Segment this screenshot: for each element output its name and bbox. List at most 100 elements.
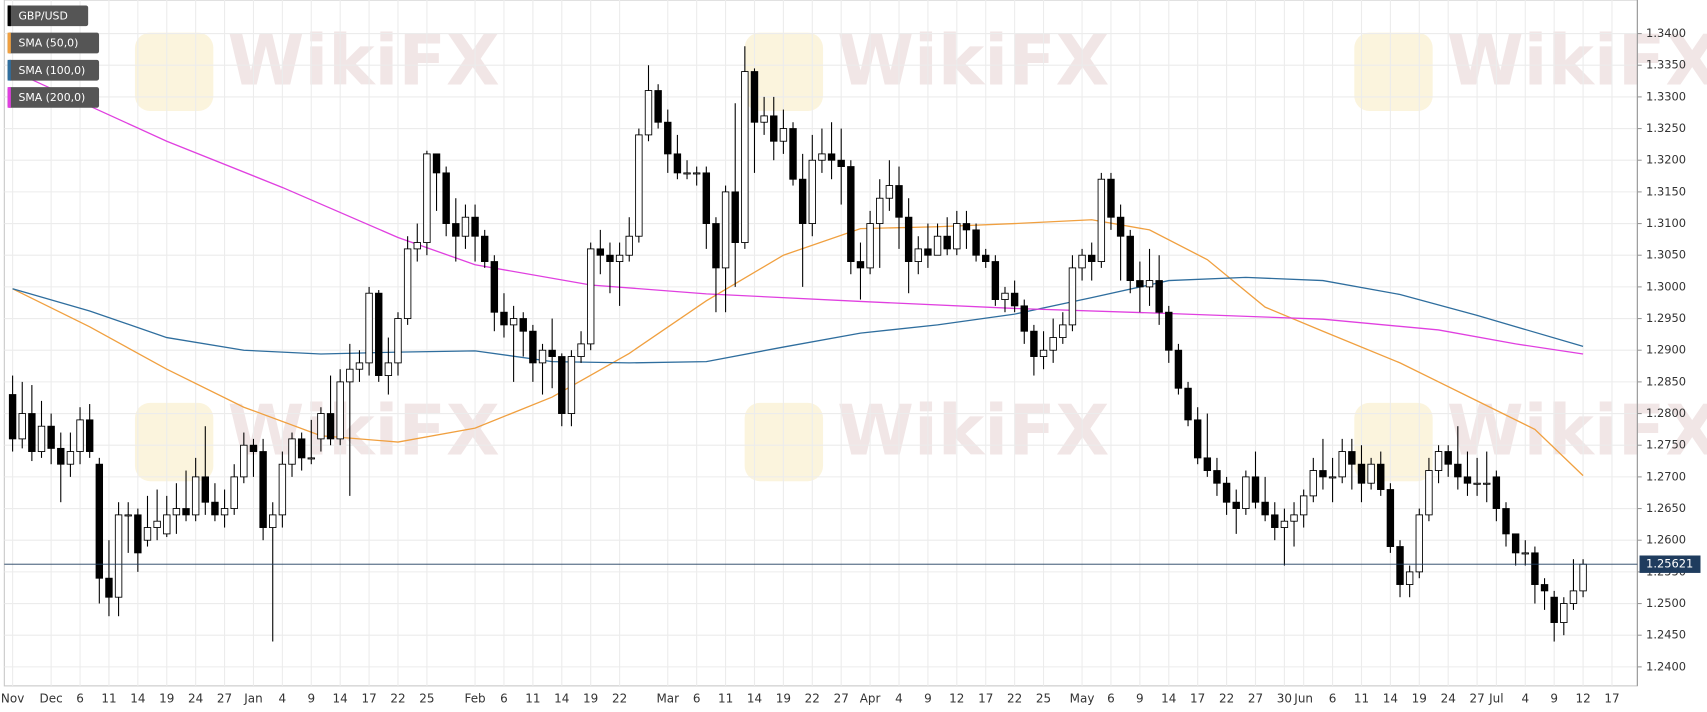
candle-body <box>134 514 142 554</box>
x-tick-label: Jul <box>1488 691 1503 705</box>
candle-body <box>37 425 46 452</box>
candle-body <box>105 577 113 598</box>
candle-body <box>904 216 913 262</box>
x-tick-label: 11 <box>525 691 540 705</box>
x-tick-label: 12 <box>949 691 964 705</box>
candle-body <box>1059 324 1067 338</box>
x-tick-label: 22 <box>612 691 627 705</box>
x-tick-label: Nov <box>1 691 24 705</box>
candle-body <box>384 362 393 376</box>
candle-body <box>1213 470 1221 484</box>
x-tick-label: 25 <box>1036 691 1051 705</box>
y-tick-label: 1.3200 <box>1646 153 1686 167</box>
y-tick-label: 1.2450 <box>1646 628 1686 642</box>
candle-body <box>269 514 277 528</box>
candle-body <box>731 191 739 243</box>
candle-body <box>818 153 826 161</box>
candle-body <box>47 425 55 449</box>
x-tick-label: 27 <box>217 691 232 705</box>
x-tick-label: 17 <box>1604 691 1619 705</box>
y-tick-label: 1.3050 <box>1646 248 1686 262</box>
x-tick-label: 14 <box>554 691 569 705</box>
candle-body <box>1405 571 1414 585</box>
x-tick-label: 12 <box>1575 691 1590 705</box>
candle-body <box>1444 451 1452 465</box>
candle-body <box>1010 292 1019 307</box>
candle-body <box>1165 311 1173 351</box>
candle-body <box>66 451 75 465</box>
candle-body <box>606 254 614 262</box>
legend-label: GBP/USD <box>18 9 67 22</box>
candle-body <box>1309 470 1318 497</box>
candle-body <box>471 216 479 237</box>
x-tick-label: 9 <box>307 691 315 705</box>
candle-body <box>1001 292 1009 300</box>
candle-body <box>712 223 720 269</box>
x-tick-label: 27 <box>1248 691 1263 705</box>
candle-body <box>548 349 556 357</box>
sma-line <box>12 70 1584 355</box>
y-tick-label: 1.3100 <box>1646 216 1686 230</box>
last-price-label: 1.25621 <box>1646 557 1693 571</box>
candle-body <box>1463 476 1472 484</box>
candle-body <box>1348 451 1356 465</box>
legend-box <box>7 5 89 27</box>
x-tick-label: 22 <box>1219 691 1234 705</box>
candle-body <box>1425 470 1433 516</box>
y-tick-label: 1.2800 <box>1646 406 1686 420</box>
candle-body <box>1078 254 1086 269</box>
y-tick-label: 1.3350 <box>1646 58 1686 72</box>
x-tick-label: 22 <box>390 691 405 705</box>
candle-body <box>163 514 171 535</box>
candle-body <box>1222 482 1231 503</box>
watermark-logo <box>134 32 214 112</box>
x-tick-label: 27 <box>1469 691 1484 705</box>
candle-body <box>423 153 431 243</box>
candle-body <box>885 185 894 199</box>
candle-body <box>529 330 537 364</box>
candle-body <box>644 90 653 136</box>
y-tick-label: 1.3250 <box>1646 121 1686 135</box>
candle-body <box>355 362 364 370</box>
candle-body <box>798 178 807 224</box>
candle-body <box>692 172 701 175</box>
candle-body <box>85 419 94 452</box>
candle-body <box>1434 451 1443 471</box>
candle-body <box>1184 387 1192 421</box>
watermark-logo <box>1354 402 1433 482</box>
x-tick-label: 9 <box>1136 691 1144 705</box>
candle-body <box>577 343 585 357</box>
y-tick-label: 1.3300 <box>1646 89 1686 103</box>
y-tick-label: 1.3000 <box>1646 279 1686 293</box>
candle-body <box>509 318 518 326</box>
candle-body <box>586 248 595 345</box>
y-tick-label: 1.2400 <box>1646 659 1686 673</box>
candle-body <box>249 444 258 452</box>
candle-body <box>394 318 402 364</box>
x-tick-label: Jan <box>243 691 262 705</box>
x-tick-label: 17 <box>361 691 376 705</box>
candle-body <box>1020 305 1028 332</box>
candle-body <box>317 413 325 440</box>
candle-body <box>278 463 287 516</box>
candle-body <box>741 71 749 243</box>
candle-body <box>837 159 845 167</box>
y-tick-label: 1.2500 <box>1646 596 1686 610</box>
x-tick-label: 27 <box>834 691 849 705</box>
candle-body <box>1377 463 1385 490</box>
legend-box <box>7 59 100 81</box>
x-tick-label: 4 <box>279 691 287 705</box>
x-tick-label: 14 <box>130 691 145 705</box>
x-tick-label: 6 <box>1329 691 1337 705</box>
candle-body <box>1579 563 1587 592</box>
candle-body <box>558 356 566 414</box>
watermark: WikiFX <box>837 391 1109 472</box>
candle-body <box>220 508 229 516</box>
watermark: WikiFX <box>228 391 500 472</box>
candle-body <box>240 444 248 478</box>
candle-body <box>673 153 682 174</box>
candle-body <box>1396 546 1404 585</box>
candle-body <box>1338 451 1346 478</box>
candle-body <box>1511 533 1520 554</box>
